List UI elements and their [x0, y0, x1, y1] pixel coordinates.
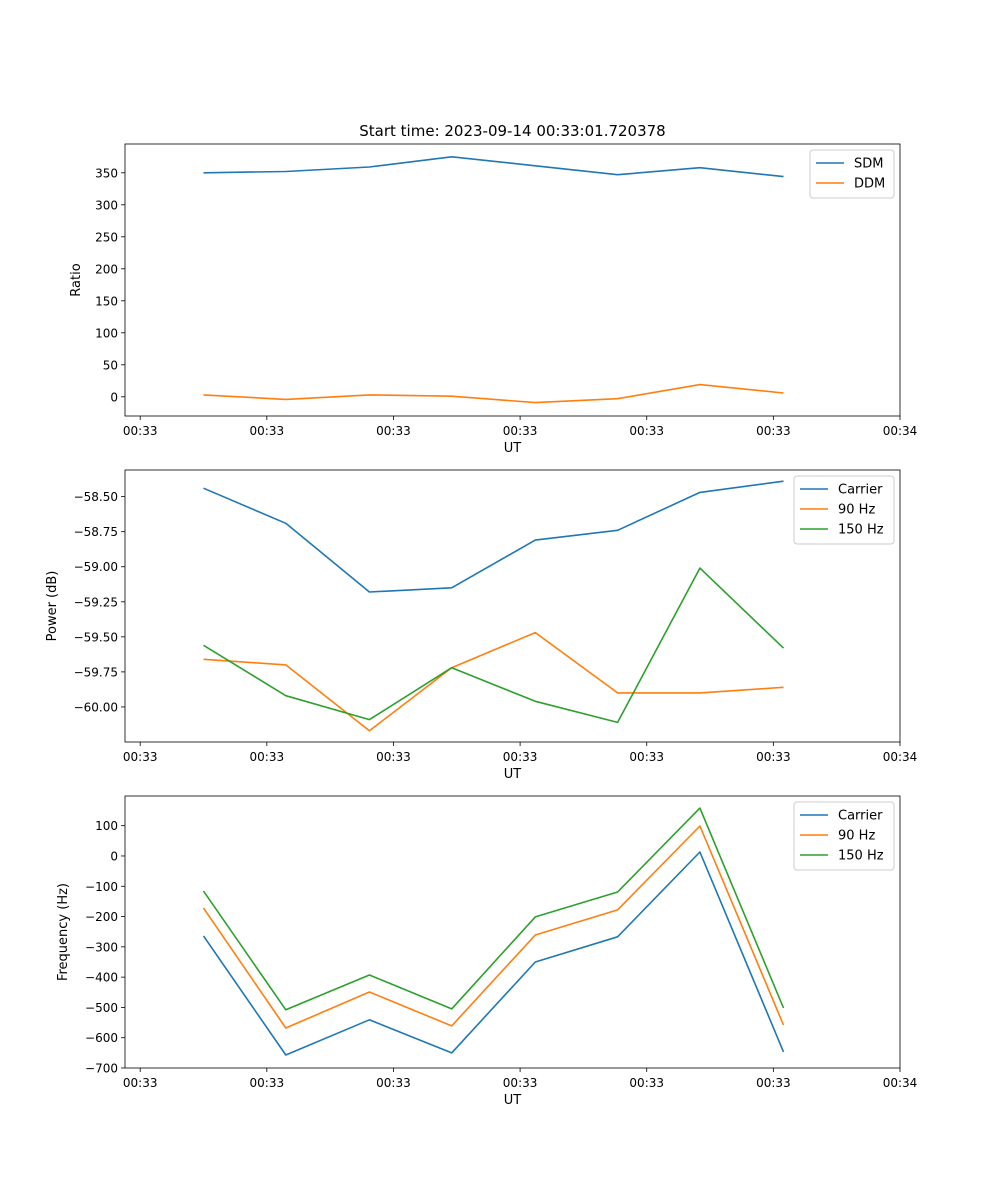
x-tick-label: 00:34 — [883, 424, 918, 438]
y-tick-label: −500 — [85, 1001, 118, 1015]
y-tick-label: −58.50 — [74, 490, 118, 504]
series-line-90-hz — [202, 825, 785, 1029]
y-axis-label: Ratio — [69, 263, 84, 296]
legend-label: Carrier — [838, 483, 883, 498]
series-line-carrier — [203, 480, 784, 593]
series-line-150-hz — [202, 807, 785, 1011]
y-tick-label: 250 — [95, 230, 118, 244]
x-axis-label: UT — [504, 1093, 522, 1108]
x-tick-label: 00:33 — [250, 750, 285, 764]
y-tick-label: 0 — [110, 390, 118, 404]
series-line-150-hz — [203, 567, 785, 724]
x-tick-label: 00:33 — [756, 750, 791, 764]
subplot-2: 00:33 00:33 00:33 00:33 00:33 00:33 00:34 −60.0… — [45, 469, 918, 782]
x-tick-label: 00:33 — [376, 1076, 411, 1090]
axes-frame — [124, 143, 901, 417]
chart-title: Start time: 2023-09-14 00:33:01.720378 — [359, 122, 665, 140]
series-line-carrier — [202, 851, 785, 1056]
y-axis-label: Power (dB) — [45, 571, 60, 642]
y-tick-label: −300 — [85, 940, 118, 954]
x-tick-label: 00:33 — [629, 1076, 664, 1090]
x-tick-label: 00:33 — [503, 1076, 538, 1090]
x-tick-label: 00:33 — [629, 424, 664, 438]
y-tick-label: 100 — [95, 326, 118, 340]
y-tick-label: 300 — [95, 198, 118, 212]
y-tick-label: −60.00 — [74, 700, 118, 714]
x-tick-label: 00:34 — [883, 1076, 918, 1090]
legend-box — [793, 801, 895, 871]
legend-label: SDM — [854, 157, 883, 172]
x-tick-label: 00:33 — [503, 750, 538, 764]
y-tick-label: −59.00 — [74, 560, 118, 574]
x-axis-label: UT — [504, 441, 522, 456]
x-tick-label: 00:33 — [250, 424, 285, 438]
legend-label: 90 Hz — [838, 829, 875, 844]
y-tick-label: −58.75 — [74, 525, 118, 539]
x-tick-label: 00:33 — [756, 1076, 791, 1090]
legend-label: 150 Hz — [838, 523, 884, 538]
y-tick-label: −59.50 — [74, 630, 118, 644]
legend: SDM DDM — [809, 149, 895, 199]
y-tick-label: 100 — [95, 819, 118, 833]
x-tick-label: 00:33 — [123, 1076, 158, 1090]
y-tick-label: −100 — [85, 880, 118, 894]
y-tick-label: 50 — [103, 358, 118, 372]
y-axis-label: Frequency (Hz) — [56, 883, 71, 981]
legend: Carrier 90 Hz 150 Hz — [793, 475, 895, 545]
x-tick-label: 00:33 — [756, 424, 791, 438]
series-line-sdm — [203, 156, 784, 178]
y-tick-label: 350 — [95, 166, 118, 180]
subplot-3: 00:33 00:33 00:33 00:33 00:33 00:33 00:34 −700 −… — [56, 795, 918, 1108]
y-tick-label: 150 — [95, 294, 118, 308]
subplot-1: Start time: 2023-09-14 00:33:01.72037800… — [69, 122, 917, 456]
y-tick-label: −59.25 — [74, 595, 118, 609]
series-line-ddm — [203, 383, 784, 404]
x-tick-label: 00:33 — [376, 750, 411, 764]
x-tick-label: 00:33 — [376, 424, 411, 438]
x-tick-label: 00:33 — [123, 750, 158, 764]
x-tick-label: 00:34 — [883, 750, 918, 764]
axes-frame — [124, 469, 901, 743]
x-axis-label: UT — [504, 767, 522, 782]
axes-frame — [124, 795, 901, 1069]
legend-box — [793, 475, 895, 545]
x-tick-label: 00:33 — [123, 424, 158, 438]
x-tick-label: 00:33 — [503, 424, 538, 438]
legend-label: 150 Hz — [838, 849, 884, 864]
y-tick-label: 0 — [110, 849, 118, 863]
series-line-90-hz — [203, 631, 784, 732]
y-tick-label: −700 — [85, 1062, 118, 1076]
legend-label: DDM — [854, 177, 885, 192]
y-tick-label: −600 — [85, 1031, 118, 1045]
y-tick-label: 200 — [95, 262, 118, 276]
legend-label: Carrier — [838, 809, 883, 824]
y-tick-label: −200 — [85, 910, 118, 924]
y-tick-label: −400 — [85, 971, 118, 985]
x-tick-label: 00:33 — [250, 1076, 285, 1090]
y-tick-label: −59.75 — [74, 665, 118, 679]
x-tick-label: 00:33 — [629, 750, 664, 764]
legend: Carrier 90 Hz 150 Hz — [793, 801, 895, 871]
legend-box — [809, 149, 895, 199]
legend-label: 90 Hz — [838, 503, 875, 518]
